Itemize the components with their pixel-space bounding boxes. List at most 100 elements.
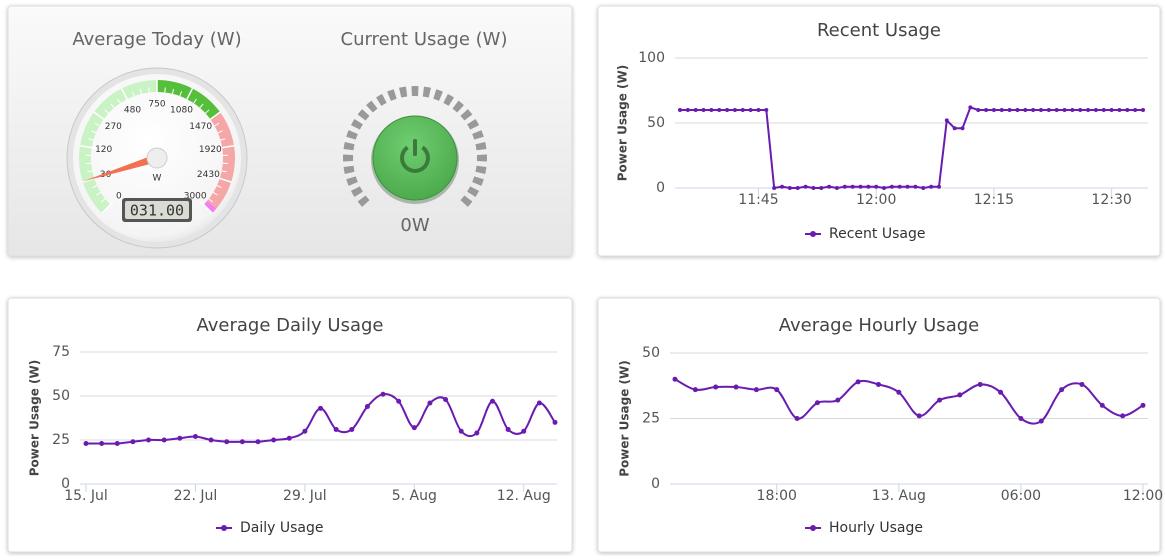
data-point [953, 126, 957, 130]
y-tick-label: 25 [642, 411, 660, 427]
gauge-tick-label: 270 [105, 122, 122, 132]
data-point [709, 108, 713, 112]
data-point [1039, 419, 1044, 424]
data-point [796, 186, 800, 190]
legend-marker [810, 231, 816, 237]
data-point [856, 379, 861, 384]
data-point [866, 185, 870, 189]
x-tick-label: 15. Jul [64, 488, 108, 504]
x-tick-label: 11:45 [738, 192, 778, 208]
data-point [1141, 403, 1146, 408]
data-point [130, 439, 135, 444]
data-point [1100, 403, 1105, 408]
data-point [287, 436, 292, 441]
data-point [1086, 108, 1090, 112]
data-point [961, 126, 965, 130]
indicator-dash [343, 154, 353, 161]
x-tick-label: 22. Jul [174, 488, 218, 504]
indicator-title: Current Usage (W) [341, 29, 508, 50]
y-tick-label: 50 [52, 388, 70, 404]
data-point [1110, 108, 1114, 112]
chart-title: Recent Usage [817, 20, 941, 41]
data-point [774, 387, 779, 392]
x-tick-label: 18:00 [757, 488, 797, 504]
data-point [177, 436, 182, 441]
data-point [255, 439, 260, 444]
panel [598, 298, 1160, 552]
x-tick-label: 12. Aug [497, 488, 551, 504]
y-tick-label: 75 [52, 344, 70, 360]
data-point [1078, 108, 1082, 112]
data-point [334, 427, 339, 432]
data-point [898, 185, 902, 189]
data-point [1117, 108, 1121, 112]
data-point [906, 185, 910, 189]
data-point [1120, 413, 1125, 418]
gauge-minor-tick [165, 87, 166, 92]
data-point [968, 105, 972, 109]
data-point [686, 108, 690, 112]
data-point [717, 108, 721, 112]
data-point [1102, 108, 1106, 112]
data-point [788, 186, 792, 190]
data-point [693, 387, 698, 392]
power-icon-bar [413, 139, 417, 156]
data-point [945, 118, 949, 122]
data-point [929, 185, 933, 189]
data-point [713, 385, 718, 390]
x-tick-label: 29. Jul [283, 488, 327, 504]
data-point [1000, 108, 1004, 112]
data-point [998, 390, 1003, 395]
data-point [725, 108, 729, 112]
y-axis-label: Power Usage (W) [616, 65, 630, 181]
data-point [957, 392, 962, 397]
data-point [1133, 108, 1137, 112]
data-point [224, 439, 229, 444]
data-point [193, 434, 198, 439]
data-point [115, 441, 120, 446]
data-point [896, 390, 901, 395]
y-tick-label: 0 [656, 180, 665, 196]
panel [8, 298, 572, 552]
y-axis-label: Power Usage (W) [618, 360, 632, 476]
data-point [1047, 108, 1051, 112]
data-point [843, 185, 847, 189]
data-point [733, 108, 737, 112]
data-point [780, 185, 784, 189]
data-point [1125, 108, 1129, 112]
data-point [876, 382, 881, 387]
data-point [1023, 108, 1027, 112]
data-point [459, 429, 464, 434]
data-point [162, 438, 167, 443]
x-tick-label: 12:00 [1123, 488, 1163, 504]
data-point [271, 438, 276, 443]
indicator-dash [411, 86, 418, 96]
data-point [1031, 108, 1035, 112]
legend-label: Hourly Usage [829, 520, 923, 536]
gauge-tick-label: 0 [116, 192, 122, 202]
data-point [835, 398, 840, 403]
data-point [819, 186, 823, 190]
data-point [396, 399, 401, 404]
x-tick-label: 13. Aug [872, 488, 926, 504]
data-point [978, 382, 983, 387]
data-point [490, 399, 495, 404]
data-point [1059, 387, 1064, 392]
gauge-unit: W [153, 174, 162, 184]
gauge-minor-tick [149, 87, 150, 92]
gauge-hub [147, 148, 167, 168]
gauge-tick-label: 1470 [189, 122, 212, 132]
y-axis-label: Power Usage (W) [28, 360, 42, 476]
data-point [302, 429, 307, 434]
data-point [381, 392, 386, 397]
data-point [474, 430, 479, 435]
data-point [764, 108, 768, 112]
data-point [890, 185, 894, 189]
data-point [917, 413, 922, 418]
data-point [1094, 108, 1098, 112]
data-point [772, 186, 776, 190]
data-point [537, 401, 542, 406]
x-tick-label: 5. Aug [392, 488, 437, 504]
data-point [1070, 108, 1074, 112]
